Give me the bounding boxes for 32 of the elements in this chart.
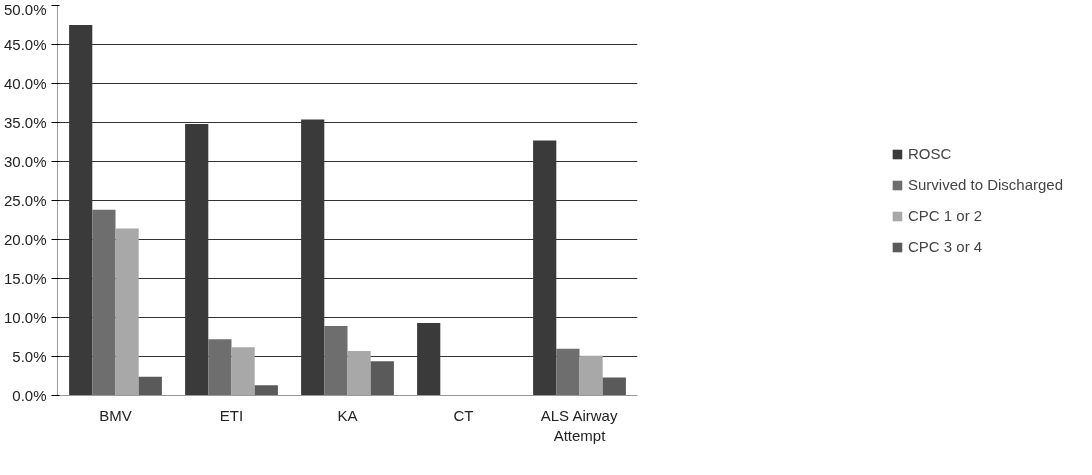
bar — [370, 361, 394, 396]
y-tick-label: 5.0% — [12, 348, 47, 365]
y-tick-label: 30.0% — [3, 153, 47, 170]
x-tick-label: CT — [453, 406, 474, 424]
bar — [138, 376, 162, 396]
y-tick-label: 10.0% — [3, 309, 47, 326]
x-tick-label: KA — [337, 406, 358, 424]
legend-label: CPC 1 or 2 — [907, 207, 983, 224]
x-tick-label: BMV — [99, 406, 132, 424]
y-tick-label: 35.0% — [3, 114, 47, 131]
bar — [347, 351, 371, 396]
legend-label: CPC 3 or 4 — [907, 238, 983, 255]
y-tick-label: 0.0% — [12, 387, 47, 404]
y-tick-label: 50.0% — [3, 0, 47, 18]
x-tick-label: ETI — [219, 406, 244, 424]
y-tick-label: 25.0% — [3, 192, 47, 209]
bar — [208, 339, 232, 396]
bar — [579, 355, 603, 396]
bar — [254, 385, 278, 396]
bar — [92, 209, 116, 396]
y-tick-label: 15.0% — [3, 270, 47, 287]
x-tick-label: ALS Airway Attempt — [540, 406, 618, 444]
y-tick-label: 40.0% — [3, 75, 47, 92]
y-tick-label: 45.0% — [3, 36, 47, 53]
bar — [324, 326, 348, 396]
legend-label: ROSC — [907, 145, 952, 162]
bar — [115, 228, 139, 396]
y-tick-label: 20.0% — [3, 231, 47, 248]
bar — [602, 377, 626, 396]
bar — [556, 348, 580, 396]
legend-label: Survived to Discharged — [907, 176, 1064, 193]
bar — [231, 347, 255, 396]
